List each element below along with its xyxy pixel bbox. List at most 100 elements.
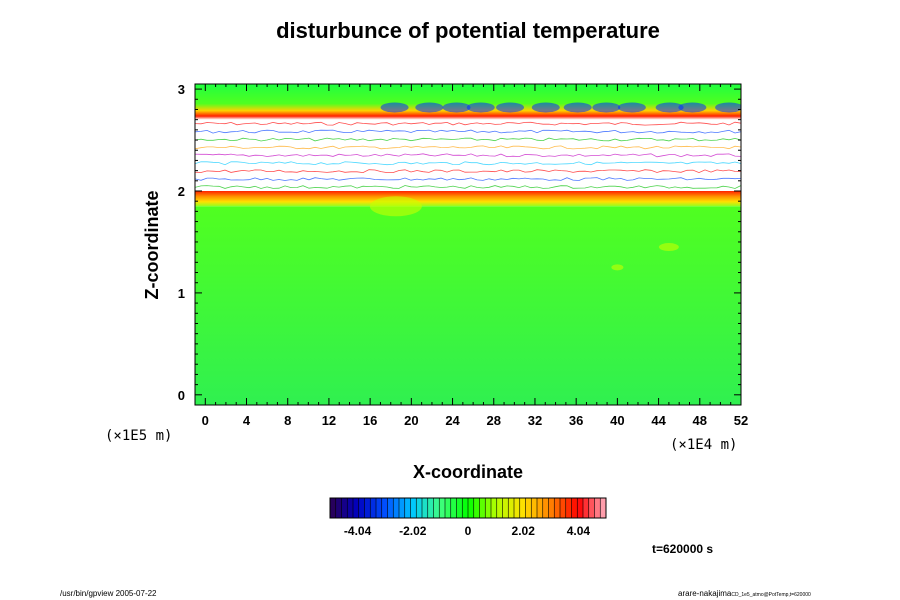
colorbar-cell xyxy=(450,498,457,518)
colorbar-cell xyxy=(364,498,371,518)
colorbar-cell xyxy=(594,498,601,518)
colorbar-tick-label: 0 xyxy=(465,524,472,538)
colorbar-cell xyxy=(399,498,406,518)
colorbar-cell xyxy=(491,498,498,518)
warm-patch xyxy=(658,243,679,252)
wave-blob xyxy=(415,102,444,113)
wave-blob xyxy=(655,102,684,113)
y-tick-label: 3 xyxy=(178,82,185,97)
x-tick-label: 40 xyxy=(610,413,624,428)
contour-noise xyxy=(195,121,741,126)
colorbar-cell xyxy=(439,498,446,518)
warm-patch xyxy=(369,196,422,217)
contour-noise xyxy=(195,169,741,174)
y-tick-label: 0 xyxy=(178,388,185,403)
x-tick-label: 24 xyxy=(445,413,460,428)
x-tick-label: 44 xyxy=(651,413,666,428)
wave-blob xyxy=(715,102,741,113)
colorbar-cell xyxy=(422,498,429,518)
y-tick-label: 2 xyxy=(178,184,185,199)
colorbar-cell xyxy=(508,498,515,518)
contour-noise xyxy=(195,177,741,181)
x-axis-unit: (×1E4 m) xyxy=(670,437,737,453)
colorbar-cell xyxy=(542,498,549,518)
colorbar-cell xyxy=(577,498,584,518)
colorbar-cell xyxy=(353,498,360,518)
contour-noise xyxy=(195,161,741,166)
colorbar-cell xyxy=(565,498,572,518)
colorbar-cell xyxy=(330,498,337,518)
footer-right-main: arare-nakajima xyxy=(678,589,732,598)
y-axis-unit: (×1E5 m) xyxy=(105,428,172,444)
contour-noise xyxy=(195,153,741,158)
y-tick-label: 1 xyxy=(178,286,185,301)
colorbar-ticks: -4.04 -2.02 0 2.02 4.04 xyxy=(344,524,590,538)
colorbar-frame xyxy=(329,497,607,519)
chart-title: disturbunce of potential temperature xyxy=(276,18,660,43)
colorbar-cell xyxy=(531,498,538,518)
x-tick-label: 36 xyxy=(569,413,583,428)
wave-blob xyxy=(563,102,592,113)
colorbar-cell xyxy=(571,498,578,518)
colorbar-cell xyxy=(462,498,469,518)
wave-blob xyxy=(592,102,621,113)
colorbar-cell xyxy=(410,498,417,518)
colorbar-tick-label: -2.02 xyxy=(399,524,427,538)
colorbar-cell xyxy=(393,498,400,518)
colorbar-cell xyxy=(502,498,509,518)
colorbar-cell xyxy=(347,498,354,518)
y-axis-label: Z-coordinate xyxy=(142,190,162,299)
colorbar-cell xyxy=(427,498,434,518)
y-axis-ticks: 0 1 2 3 xyxy=(178,82,741,406)
colorbar-cell xyxy=(554,498,561,518)
colorbar-cell xyxy=(583,498,590,518)
footer-left: /usr/bin/gpview 2005-07-22 xyxy=(60,589,157,598)
wave-blob xyxy=(380,102,409,113)
colorbar-cell xyxy=(456,498,463,518)
colorbar xyxy=(329,497,607,519)
heatmap-region xyxy=(195,206,741,405)
colorbar-tick-label: 2.02 xyxy=(512,524,536,538)
heatmap-region xyxy=(195,84,741,120)
colorbar-cell xyxy=(485,498,492,518)
plot-area xyxy=(195,84,741,405)
contour-noise xyxy=(195,129,741,134)
heatmap-region xyxy=(195,191,741,207)
x-tick-label: 4 xyxy=(243,413,251,428)
colorbar-cell xyxy=(445,498,452,518)
colorbar-cell xyxy=(468,498,475,518)
warm-patch xyxy=(611,264,624,271)
x-tick-label: 0 xyxy=(202,413,209,428)
x-axis-ticks: 0 4 8 12 16 20 24 28 32 36 40 44 48 52 xyxy=(194,84,748,428)
colorbar-cell xyxy=(376,498,383,518)
colorbar-cell xyxy=(560,498,567,518)
x-tick-label: 48 xyxy=(693,413,707,428)
x-tick-label: 52 xyxy=(734,413,748,428)
x-tick-label: 32 xyxy=(528,413,542,428)
wave-blob xyxy=(466,102,495,113)
colorbar-cell xyxy=(473,498,480,518)
footer-right: arare-nakajimaCD_1e5_atmo@PotTemp,t=6200… xyxy=(678,589,811,598)
colorbar-cell xyxy=(496,498,503,518)
x-tick-label: 16 xyxy=(363,413,377,428)
x-tick-label: 8 xyxy=(284,413,291,428)
colorbar-cell xyxy=(341,498,348,518)
plot-frame xyxy=(194,83,742,406)
x-tick-label: 20 xyxy=(404,413,418,428)
wave-blob xyxy=(617,102,646,113)
colorbar-cell xyxy=(588,498,595,518)
colorbar-cell xyxy=(525,498,532,518)
contour-noise xyxy=(195,185,741,189)
x-tick-label: 28 xyxy=(487,413,501,428)
colorbar-cell xyxy=(335,498,342,518)
colorbar-tick-label: 4.04 xyxy=(567,524,591,538)
colorbar-cell xyxy=(433,498,440,518)
colorbar-cell xyxy=(537,498,544,518)
colorbar-cell xyxy=(479,498,486,518)
colorbar-cell xyxy=(387,498,394,518)
time-label: t=620000 s xyxy=(652,542,713,556)
contour-noise xyxy=(195,137,741,142)
colorbar-cell xyxy=(514,498,521,518)
colorbar-cell xyxy=(370,498,377,518)
